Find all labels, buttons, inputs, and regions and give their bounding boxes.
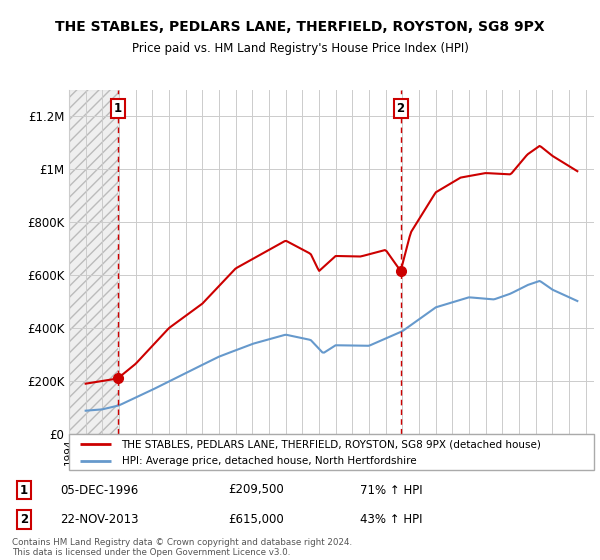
Text: 22-NOV-2013: 22-NOV-2013 <box>60 513 139 526</box>
Text: 43% ↑ HPI: 43% ↑ HPI <box>360 513 422 526</box>
Text: 71% ↑ HPI: 71% ↑ HPI <box>360 483 422 497</box>
Text: £209,500: £209,500 <box>228 483 284 497</box>
FancyBboxPatch shape <box>69 434 594 470</box>
Text: 05-DEC-1996: 05-DEC-1996 <box>60 483 138 497</box>
Text: HPI: Average price, detached house, North Hertfordshire: HPI: Average price, detached house, Nort… <box>121 456 416 466</box>
Bar <box>69 90 118 434</box>
Text: Contains HM Land Registry data © Crown copyright and database right 2024.
This d: Contains HM Land Registry data © Crown c… <box>12 538 352 557</box>
Text: 2: 2 <box>20 513 28 526</box>
Text: 1: 1 <box>20 483 28 497</box>
Text: THE STABLES, PEDLARS LANE, THERFIELD, ROYSTON, SG8 9PX: THE STABLES, PEDLARS LANE, THERFIELD, RO… <box>55 20 545 34</box>
Text: Price paid vs. HM Land Registry's House Price Index (HPI): Price paid vs. HM Land Registry's House … <box>131 42 469 55</box>
Text: THE STABLES, PEDLARS LANE, THERFIELD, ROYSTON, SG8 9PX (detached house): THE STABLES, PEDLARS LANE, THERFIELD, RO… <box>121 439 541 449</box>
Text: 2: 2 <box>397 102 405 115</box>
Text: 1: 1 <box>113 102 122 115</box>
Bar <box>69 90 118 434</box>
Text: £615,000: £615,000 <box>228 513 284 526</box>
